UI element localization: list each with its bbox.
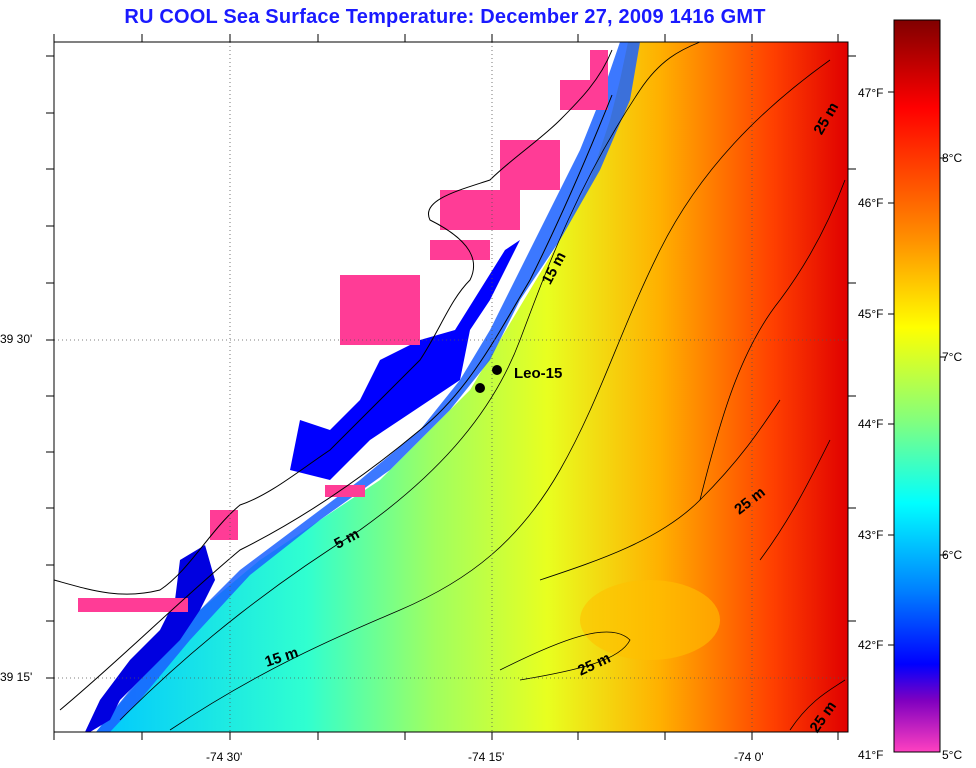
colorbar-c-label: 7°C xyxy=(942,350,963,364)
colorbar-f-label: 41°F xyxy=(858,748,884,762)
colorbar-f-label: 45°F xyxy=(858,307,884,321)
coastal-water-south xyxy=(85,545,215,732)
colorbar-f-label: 44°F xyxy=(858,417,884,431)
barrier-island xyxy=(59,94,613,711)
colorbar-f-label: 42°F xyxy=(858,638,884,652)
y-tick-label: 39 30' xyxy=(0,332,33,346)
station-label: Leo-15 xyxy=(514,365,562,382)
grid-lines xyxy=(54,42,848,732)
coastline xyxy=(54,49,613,595)
ocean-sst xyxy=(96,42,848,732)
colorbar-c-label: 8°C xyxy=(942,151,963,165)
colorbar-f-label: 43°F xyxy=(858,528,884,542)
y-tick-label: 39 15' xyxy=(0,670,33,684)
sst-field xyxy=(54,42,848,732)
x-tick-label: -74 0' xyxy=(734,750,764,764)
colorbar xyxy=(888,19,946,753)
colorbar-c-label: 5°C xyxy=(942,748,963,762)
colorbar-c-label: 6°C xyxy=(942,548,963,562)
colorbar-f-label: 47°F xyxy=(858,86,884,100)
tick-marks xyxy=(46,34,856,740)
station-marker xyxy=(475,383,485,393)
colorbar-f-label: 46°F xyxy=(858,196,884,210)
coastal-water xyxy=(290,240,520,480)
map-title: RU COOL Sea Surface Temperature: Decembe… xyxy=(124,6,766,28)
plot-frame xyxy=(53,41,849,733)
leo15-marker xyxy=(492,365,502,375)
depth-contours xyxy=(119,42,846,731)
x-tick-label: -74 15' xyxy=(468,750,505,764)
land-flag-pixels xyxy=(78,50,608,612)
x-tick-label: -74 30' xyxy=(206,750,243,764)
